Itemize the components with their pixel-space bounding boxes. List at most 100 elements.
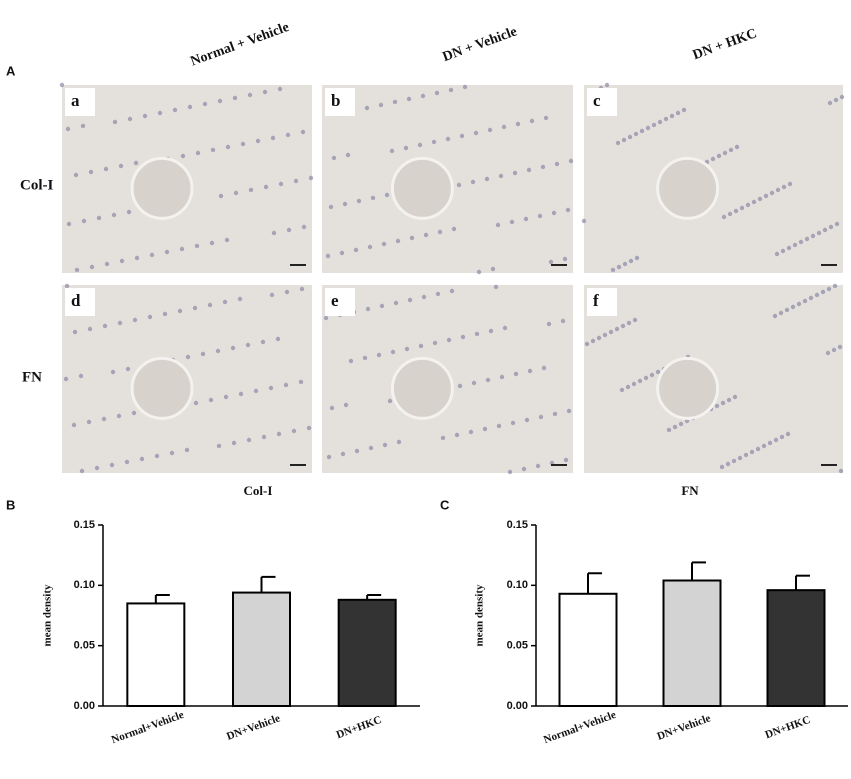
nucleus xyxy=(63,376,69,382)
nucleus xyxy=(551,210,557,216)
nucleus xyxy=(448,87,454,93)
nucleus xyxy=(362,355,368,361)
scale-bar xyxy=(551,464,567,466)
nucleus xyxy=(78,373,84,379)
nucleus xyxy=(524,417,530,423)
nucleus xyxy=(820,289,826,295)
nucleus xyxy=(596,335,602,341)
nucleus xyxy=(300,129,306,135)
nucleus xyxy=(248,187,254,193)
nucleus xyxy=(513,371,519,377)
nucleus xyxy=(262,89,268,95)
nucleus xyxy=(772,313,778,319)
nucleus xyxy=(293,178,299,184)
nucleus xyxy=(64,283,70,289)
nucleus xyxy=(459,133,465,139)
nucleus xyxy=(392,99,398,105)
nucleus xyxy=(432,340,438,346)
nucleus xyxy=(164,249,170,255)
nucleus xyxy=(246,437,252,443)
nucleus xyxy=(132,317,138,323)
nucleus xyxy=(240,141,246,147)
panel-label: f xyxy=(593,291,599,310)
panel-label-box xyxy=(325,288,355,316)
nucleus xyxy=(781,184,787,190)
nucleus xyxy=(232,95,238,101)
panel-label: e xyxy=(331,291,339,310)
panel-label-box xyxy=(587,288,617,316)
nucleus xyxy=(608,329,614,335)
panel-label: b xyxy=(331,91,340,110)
nucleus xyxy=(210,147,216,153)
nucleus xyxy=(482,426,488,432)
nucleus xyxy=(834,221,840,227)
glomerulus xyxy=(130,156,194,220)
nucleus xyxy=(487,127,493,133)
nucleus xyxy=(209,240,215,246)
nucleus xyxy=(655,369,661,375)
nucleus xyxy=(634,255,640,261)
nucleus xyxy=(331,155,337,161)
nucleus xyxy=(261,434,267,440)
nucleus xyxy=(621,137,627,143)
y-tick-label: 0.10 xyxy=(74,579,95,591)
nucleus xyxy=(839,94,845,100)
nucleus xyxy=(669,113,675,119)
nucleus xyxy=(833,97,839,103)
nucleus xyxy=(496,423,502,429)
figure-label: A xyxy=(6,63,16,78)
nucleus xyxy=(493,284,499,290)
nucleus xyxy=(177,308,183,314)
nucleus xyxy=(194,243,200,249)
nucleus xyxy=(745,202,751,208)
nucleus xyxy=(308,175,314,181)
y-tick-label: 0.05 xyxy=(507,640,528,652)
nucleus xyxy=(721,214,727,220)
nucleus xyxy=(798,239,804,245)
nucleus xyxy=(431,139,437,145)
nucleus xyxy=(523,216,529,222)
nucleus xyxy=(255,138,261,144)
nucleus xyxy=(59,82,65,88)
x-tick-label: DN+Vehicle xyxy=(655,712,712,742)
nucleus xyxy=(382,442,388,448)
nucleus xyxy=(825,350,831,356)
nucleus xyxy=(420,93,426,99)
nucleus xyxy=(285,132,291,138)
nucleus xyxy=(562,256,568,262)
nucleus xyxy=(253,388,259,394)
nucleus xyxy=(535,463,541,469)
nucleus xyxy=(306,425,312,431)
nucleus xyxy=(732,394,738,400)
nucleus xyxy=(404,346,410,352)
nucleus xyxy=(278,181,284,187)
nucleus xyxy=(657,119,663,125)
nucleus xyxy=(270,135,276,141)
nucleus xyxy=(339,250,345,256)
nucleus xyxy=(390,349,396,355)
nucleus xyxy=(515,121,521,127)
y-tick-label: 0.15 xyxy=(74,519,95,531)
nucleus xyxy=(837,344,843,350)
nucleus xyxy=(672,424,678,430)
nucleus xyxy=(590,338,596,344)
nucleus xyxy=(417,142,423,148)
nucleus xyxy=(200,351,206,357)
nucleus xyxy=(787,181,793,187)
nucleus xyxy=(271,230,277,236)
nucleus xyxy=(112,119,118,125)
nucleus xyxy=(348,358,354,364)
nucleus xyxy=(722,150,728,156)
scale-bar xyxy=(290,264,306,266)
scale-bar xyxy=(821,264,837,266)
nucleus xyxy=(102,323,108,329)
nucleus xyxy=(626,320,632,326)
nucleus xyxy=(65,126,71,132)
nucleus xyxy=(495,222,501,228)
nucleus xyxy=(131,410,137,416)
nucleus xyxy=(376,352,382,358)
nucleus xyxy=(356,198,362,204)
nucleus xyxy=(548,259,554,265)
nucleus xyxy=(769,190,775,196)
nucleus xyxy=(509,219,515,225)
